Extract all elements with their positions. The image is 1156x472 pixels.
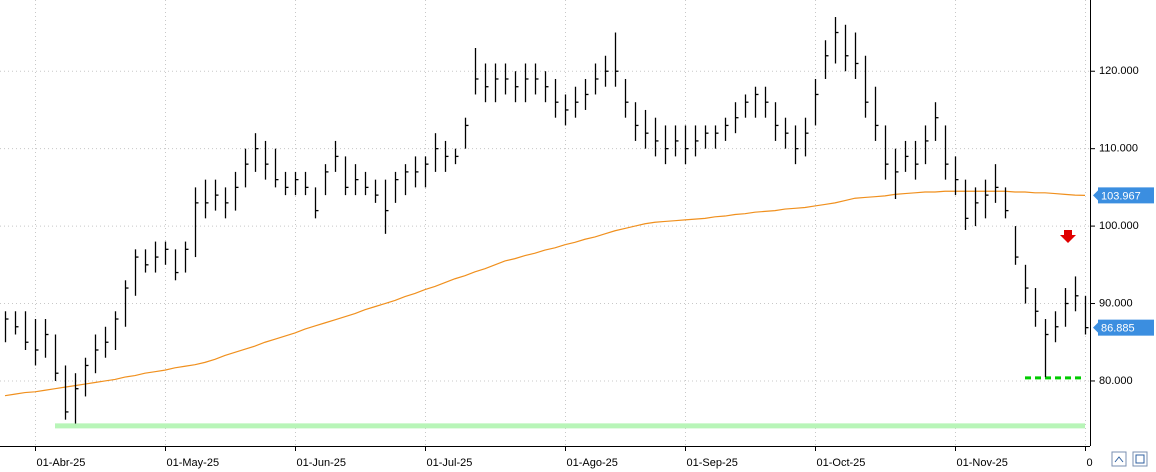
toolbar-button[interactable] xyxy=(1111,451,1127,467)
toolbar-button[interactable] xyxy=(1132,451,1148,467)
y-tick-label: 100.000 xyxy=(1099,220,1139,232)
price-tag-pointer xyxy=(1093,190,1098,201)
x-tick-label: 0 xyxy=(1087,457,1093,469)
price-tag-label: 86.885 xyxy=(1101,323,1135,335)
x-tick-label: 01-Ago-25 xyxy=(567,457,618,469)
x-tick-label: 01-May-25 xyxy=(167,457,220,469)
y-tick-label: 110.000 xyxy=(1099,143,1138,155)
moving-average-line xyxy=(4,190,1086,397)
plot xyxy=(0,0,1090,446)
price-tag-pointer xyxy=(1093,322,1098,333)
button-icon xyxy=(1114,456,1124,463)
price-tag xyxy=(1098,319,1154,336)
y-tick-label: 90.000 xyxy=(1099,297,1133,309)
price-tag-label: 103.967 xyxy=(1101,190,1141,202)
price-tag xyxy=(1098,187,1154,204)
x-tick-label: 01-Abr-25 xyxy=(37,457,86,469)
y-tick-label: 80.000 xyxy=(1099,375,1133,387)
x-tick-label: 01-Jun-25 xyxy=(297,457,347,469)
x-tick-label: 01-Oct-25 xyxy=(817,457,866,469)
button-icon xyxy=(1135,454,1145,464)
y-tick-label: 120.000 xyxy=(1099,65,1139,77)
x-tick-label: 01-Sep-25 xyxy=(687,457,738,469)
x-tick-label: 01-Nov-25 xyxy=(957,457,1008,469)
x-tick-label: 01-Jul-25 xyxy=(427,457,473,469)
toolbar xyxy=(1111,451,1148,467)
signal-arrow xyxy=(1060,230,1076,243)
